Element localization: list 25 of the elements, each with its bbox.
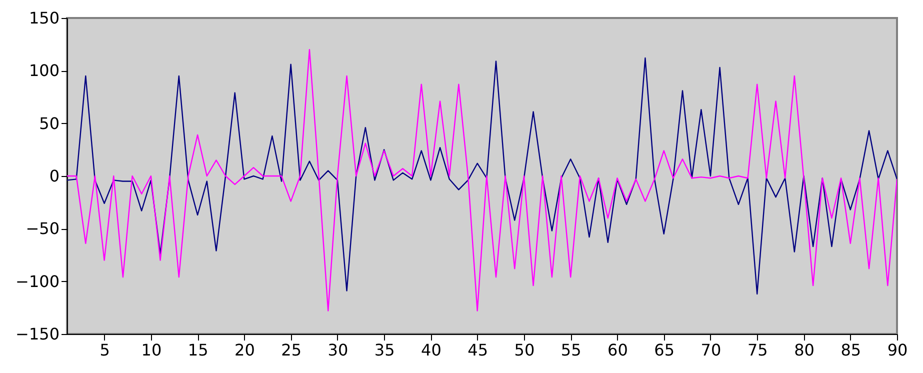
x-tick-label: 70 [700,340,722,360]
x-tick-label: 30 [328,340,348,360]
x-tick-label: 50 [514,340,535,360]
x-tick-label: 20 [234,340,255,360]
x-tick-label: 15 [188,340,208,360]
x-tick-label: 60 [608,340,628,360]
y-tick-label: 0 [49,166,60,186]
x-tick-label: 10 [141,340,162,360]
x-tick-label: 85 [840,340,862,360]
x-tick-label: 40 [421,340,442,360]
y-tick-label: 50 [39,114,60,133]
x-tick-label: 25 [281,340,302,360]
y-tick-label: 100 [28,61,60,80]
y-tick-label: 150 [28,8,60,28]
x-tick-label: 75 [747,340,768,360]
x-tick-label: 35 [374,340,395,360]
x-tick-label: 80 [794,340,814,360]
x-tick-label: 90 [887,340,908,360]
x-tick-label: 5 [100,340,110,360]
y-tick-label: −100 [16,272,60,291]
x-tick-label: 55 [560,340,582,360]
y-tick-label: −50 [26,219,60,238]
x-tick-label: 65 [654,340,675,360]
x-tick-label: 45 [468,340,488,360]
y-tick-label: −150 [16,324,60,344]
